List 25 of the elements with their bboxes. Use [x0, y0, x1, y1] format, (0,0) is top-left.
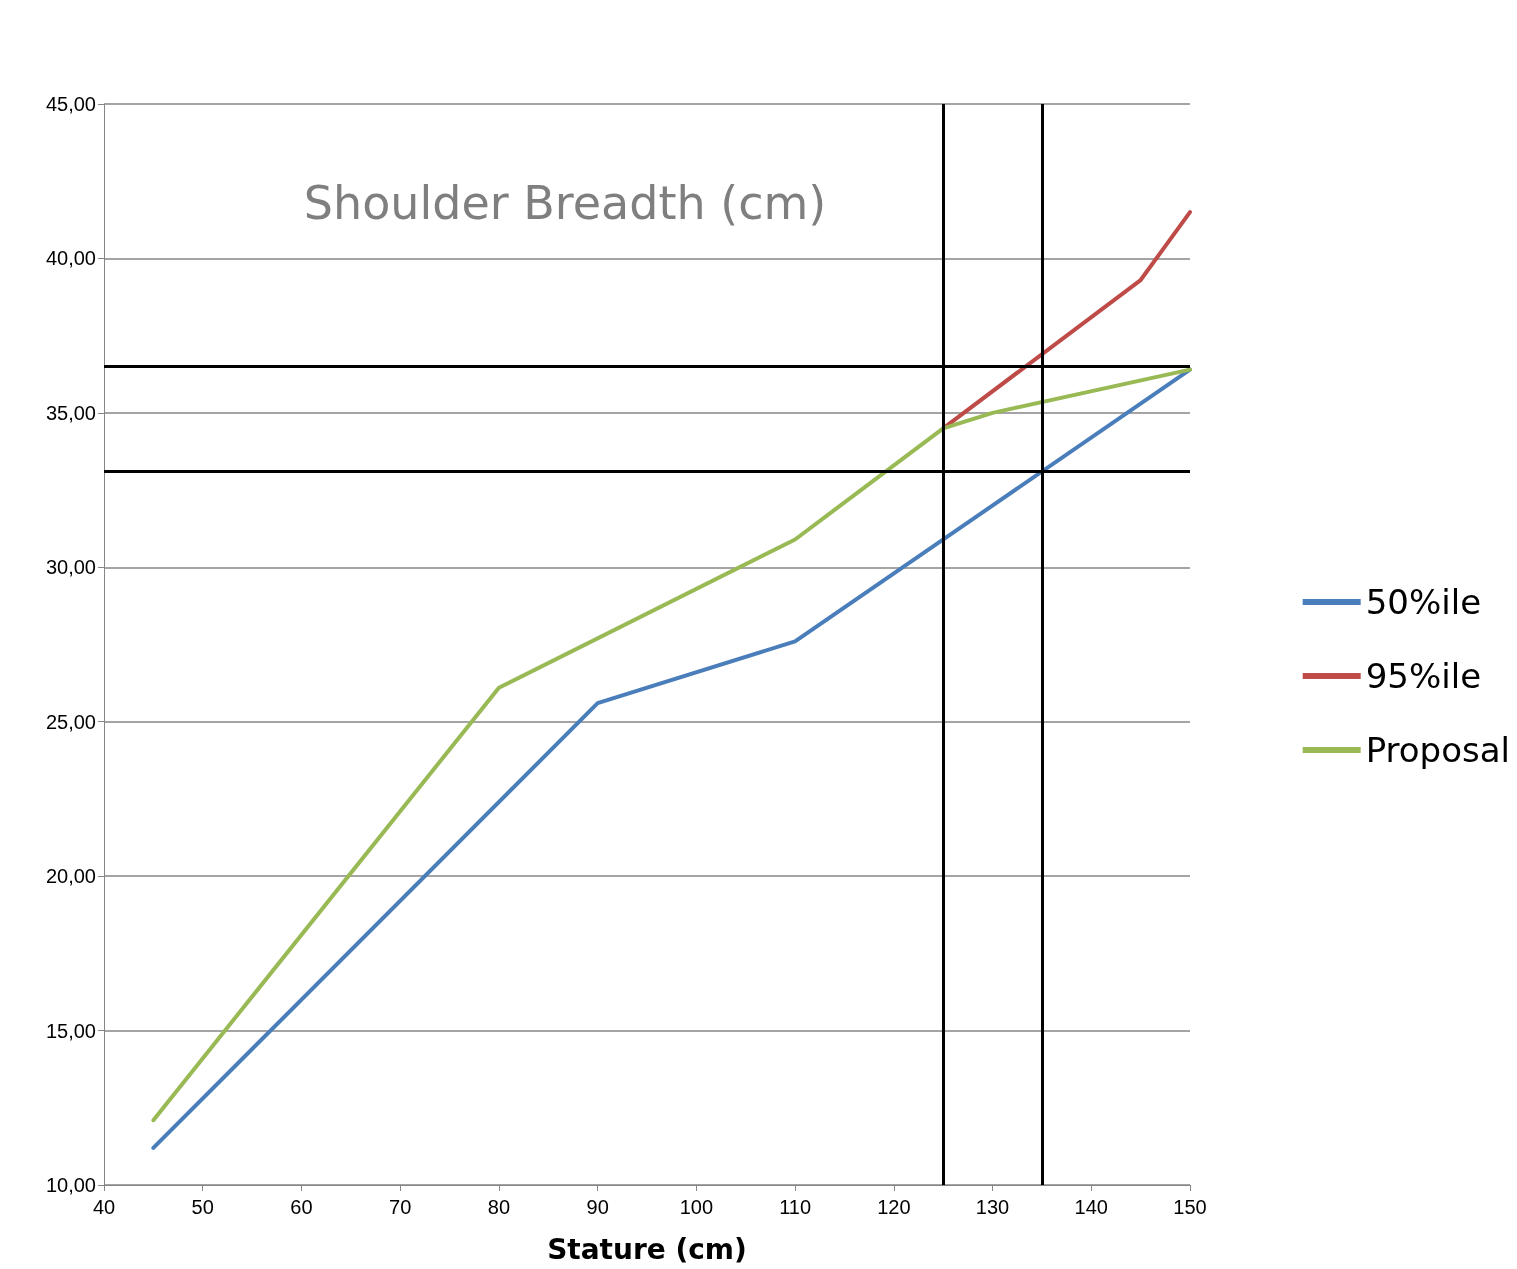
y-tick-label: 20,00	[45, 865, 96, 888]
x-tick-label: 140	[1074, 1196, 1108, 1218]
x-tick-label: 80	[487, 1196, 511, 1218]
y-tick-label: 35,00	[45, 401, 96, 424]
y-tick-label: 45,00	[45, 93, 96, 115]
x-axis-title: Stature (cm)	[547, 1232, 747, 1266]
x-tick-label: 150	[1173, 1196, 1207, 1218]
y-tick-label: 25,00	[45, 710, 96, 733]
legend-label: 95%ile	[1365, 656, 1482, 696]
x-tick-label: 70	[389, 1196, 412, 1218]
y-tick-label: 15,00	[45, 1019, 96, 1042]
x-tick-label: 40	[92, 1196, 116, 1218]
x-tick-label: 100	[679, 1196, 714, 1218]
y-tick-label: 30,00	[45, 556, 96, 579]
x-tick-label: 60	[290, 1196, 313, 1218]
text: Shoulder Breadth (cm)	[303, 176, 827, 230]
x-tick-label: 50	[191, 1196, 214, 1218]
legend-label: Proposal	[1365, 730, 1511, 770]
x-tick-label: 90	[586, 1196, 609, 1218]
y-tick-label: 10,00	[45, 1174, 96, 1196]
y-tick-label: 40,00	[45, 247, 96, 270]
legend-label: 50%ile	[1365, 582, 1482, 622]
x-tick-label: 130	[975, 1196, 1010, 1218]
x-tick-label: 110	[779, 1196, 812, 1218]
x-tick-label: 120	[877, 1196, 911, 1218]
